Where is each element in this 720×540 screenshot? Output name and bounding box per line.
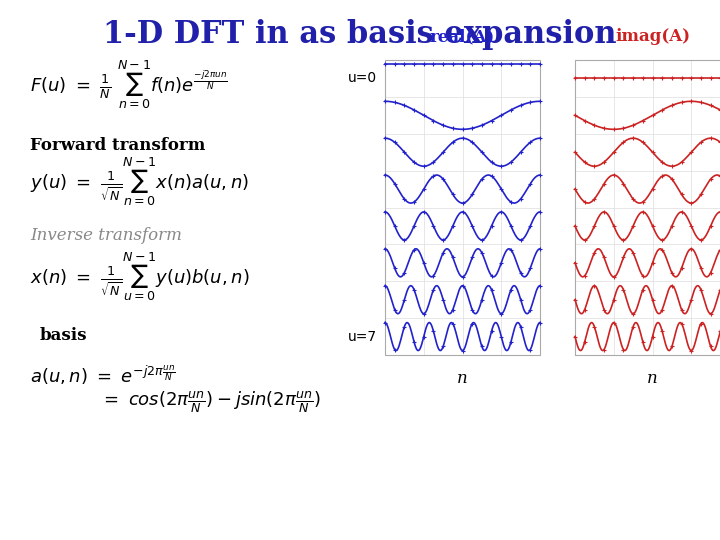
Text: n: n [647, 370, 658, 387]
Text: Inverse transform: Inverse transform [30, 226, 182, 244]
Text: u=0: u=0 [348, 71, 377, 85]
Text: 1-D DFT in as basis expansion: 1-D DFT in as basis expansion [103, 19, 617, 51]
Text: $y(u) \ = \ \frac{1}{\sqrt{N}} \sum_{n=0}^{N-1} x(n) a(u,n)$: $y(u) \ = \ \frac{1}{\sqrt{N}} \sum_{n=0… [30, 156, 249, 208]
Bar [575, 60, 720, 355]
Text: $x(n) \ = \ \frac{1}{\sqrt{N}} \sum_{u=0}^{N-1} y(u) b(u,n)$: $x(n) \ = \ \frac{1}{\sqrt{N}} \sum_{u=0… [30, 251, 249, 303]
Text: $\quad\quad\quad\quad = \ cos(2\pi\frac{un}{N}) - jsin(2\pi\frac{un}{N})$: $\quad\quad\quad\quad = \ cos(2\pi\frac{… [30, 389, 321, 415]
Text: u=7: u=7 [348, 329, 377, 343]
Text: Forward transform: Forward transform [30, 137, 205, 153]
Bar [385, 60, 540, 355]
Text: real(A): real(A) [430, 28, 495, 45]
Text: $a(u,n) \ = \ e^{-j2\pi\frac{un}{N}}$: $a(u,n) \ = \ e^{-j2\pi\frac{un}{N}}$ [30, 363, 176, 387]
Text: imag(A): imag(A) [615, 28, 690, 45]
Text: basis: basis [40, 327, 88, 343]
Text: $F(u) \ = \ \frac{1}{N} \ \sum_{n=0}^{N-1} f(n) e^{\frac{-j2\pi un}{N}}$: $F(u) \ = \ \frac{1}{N} \ \sum_{n=0}^{N-… [30, 58, 228, 111]
Text: n: n [457, 370, 468, 387]
